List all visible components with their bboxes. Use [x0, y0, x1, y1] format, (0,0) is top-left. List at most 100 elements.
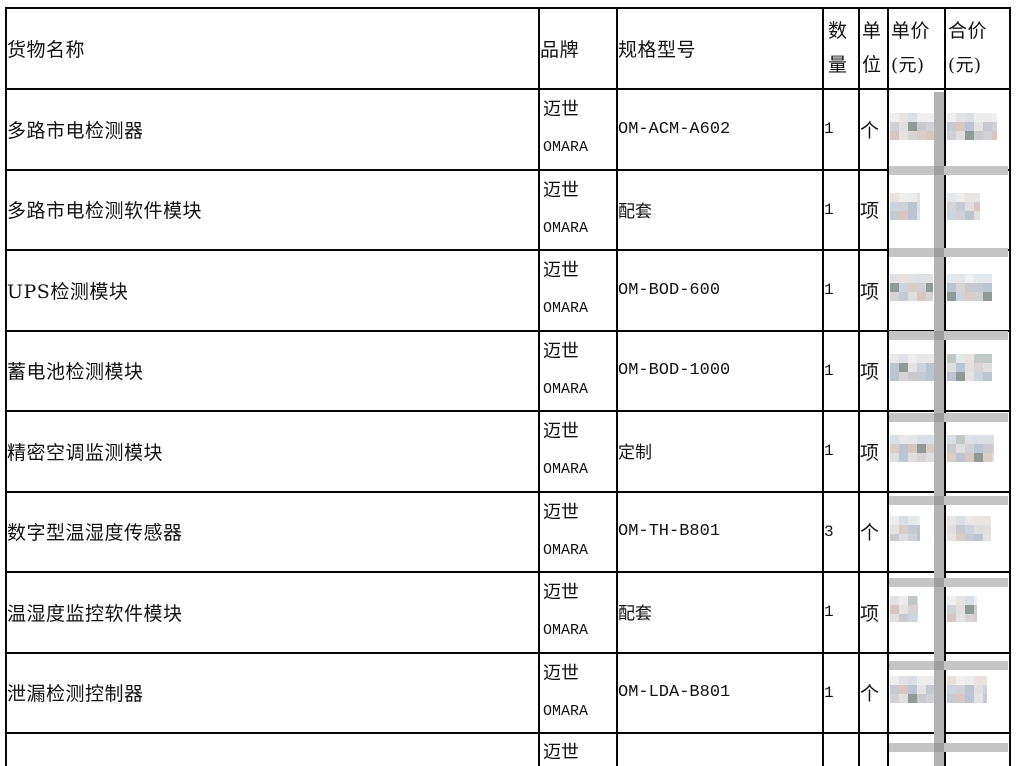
total-price-header-stack: 合价 (元) [946, 11, 1009, 87]
total-price-redacted-block [947, 434, 994, 462]
table-row: UPS检测模块 迈世 OMARA OM-BOD-600 1 项 [5, 249, 1011, 332]
brand-stack: 迈世 OMARA [540, 500, 616, 564]
col-header-unit-price: 单价 (元) [887, 7, 946, 90]
model-text: OM-BOD-600 [618, 280, 721, 300]
brand-en-text: OMARA [543, 702, 589, 720]
cell-model: OM-BOD-1000 [616, 329, 824, 412]
unit-price-redacted-block [890, 193, 920, 221]
total-price-redacted-block [947, 354, 992, 382]
brand-cn-text: 迈世 [543, 340, 579, 362]
censor-band-intersection [934, 413, 944, 422]
cell-goods-name [5, 732, 540, 766]
brand-en-text: OMARA [543, 300, 589, 318]
unit-text: 项 [860, 361, 880, 384]
table-row: 多路市电检测器 迈世 OMARA OM-ACM-A602 1 个 [5, 88, 1011, 171]
unit-price-header-line2: (元) [891, 54, 925, 76]
unit-text: 项 [860, 441, 880, 464]
cell-brand: 迈世 OMARA [538, 168, 618, 251]
brand-stack: 迈世 OMARA [540, 97, 616, 161]
cell-total-price [944, 329, 1011, 412]
table-row: 多路市电检测软件模块 迈世 OMARA 配套 1 项 [5, 168, 1011, 251]
unit-price-redacted-block [890, 434, 940, 462]
unit-price-redacted-block [890, 273, 933, 301]
goods-name-text: 数字型温湿度传感器 [7, 522, 183, 545]
cell-brand: 迈世 [538, 732, 618, 766]
qty-text: 1 [824, 683, 834, 702]
censor-strip-vertical [934, 92, 944, 766]
cell-qty: 1 [822, 410, 860, 493]
censor-band-intersection [934, 578, 944, 587]
cell-qty: 1 [822, 329, 860, 412]
unit-header-line1: 单 [862, 20, 882, 42]
cell-qty: 1 [822, 88, 860, 171]
cell-qty [822, 732, 860, 766]
brand-en-text: OMARA [543, 380, 589, 398]
brand-en-text: OMARA [543, 219, 589, 237]
cell-model: OM-LDA-B801 [616, 651, 824, 734]
cell-unit: 项 [858, 168, 889, 251]
cell-brand: 迈世 OMARA [538, 490, 618, 573]
col-header-goods-name: 货物名称 [5, 7, 540, 90]
cell-model: 配套 [616, 571, 824, 654]
total-price-redacted-block [947, 193, 980, 221]
censor-band-horizontal [889, 413, 1008, 422]
table-row: 温湿度监控软件模块 迈世 OMARA 配套 1 项 [5, 571, 1011, 654]
cell-total-price [944, 168, 1011, 251]
goods-name-text: UPS检测模块 [7, 280, 129, 303]
unit-text: 个 [860, 522, 880, 545]
cell-brand: 迈世 OMARA [538, 88, 618, 171]
model-text: OM-BOD-1000 [618, 361, 731, 381]
cell-unit: 项 [858, 410, 889, 493]
table-row: 泄漏检测控制器 迈世 OMARA OM-LDA-B801 1 个 [5, 651, 1011, 734]
cell-goods-name: 蓄电池检测模块 [5, 329, 540, 412]
total-price-redacted-block [947, 596, 977, 623]
unit-price-redacted-block [890, 112, 936, 140]
censor-band-horizontal [889, 660, 1008, 670]
cell-brand: 迈世 OMARA [538, 651, 618, 734]
goods-name-text: 泄漏检测控制器 [7, 683, 144, 706]
total-price-header-line2: (元) [948, 54, 982, 76]
goods-name-text: 蓄电池检测模块 [7, 361, 144, 384]
unit-text: 个 [860, 683, 880, 706]
cell-goods-name: 多路市电检测软件模块 [5, 168, 540, 251]
cell-unit: 项 [858, 329, 889, 412]
unit-text: 项 [860, 602, 880, 625]
col-header-goods-name-label: 货物名称 [7, 39, 86, 61]
model-text: OM-TH-B801 [618, 522, 721, 542]
cell-model: 定制 [616, 410, 824, 493]
cell-goods-name: 数字型温湿度传感器 [5, 490, 540, 573]
censor-band-horizontal [889, 248, 1008, 257]
goods-table: 货物名称 品牌 规格型号 数 量 单 位 单价 [5, 7, 1011, 766]
unit-price-redacted-block [890, 676, 942, 704]
censor-band-horizontal [889, 330, 1008, 340]
brand-en-text: OMARA [543, 139, 589, 157]
qty-header-stack: 数 量 [824, 11, 858, 87]
unit-price-redacted-block [890, 596, 918, 623]
cell-unit: 项 [858, 249, 889, 332]
unit-price-redacted-block [890, 354, 944, 382]
qty-header-line1: 数 [828, 20, 848, 42]
goods-name-text: 多路市电检测软件模块 [7, 200, 203, 223]
qty-text: 1 [824, 361, 834, 380]
brand-cn-text: 迈世 [543, 99, 579, 121]
cell-total-price [944, 88, 1011, 171]
brand-en-text: OMARA [543, 461, 589, 479]
censor-band-horizontal [889, 743, 1008, 752]
unit-text: 个 [860, 119, 880, 142]
header-row: 货物名称 品牌 规格型号 数 量 单 位 单价 [5, 7, 1011, 90]
col-header-qty: 数 量 [822, 7, 860, 90]
goods-name-text: 精密空调监测模块 [7, 441, 164, 464]
cell-qty: 1 [822, 168, 860, 251]
censor-band-intersection [934, 743, 944, 752]
brand-stack: 迈世 OMARA [540, 419, 616, 483]
cell-unit: 个 [858, 490, 889, 573]
brand-cn-text: 迈世 [543, 421, 579, 443]
cell-goods-name: 温湿度监控软件模块 [5, 571, 540, 654]
censor-band-intersection [934, 165, 944, 175]
cell-qty: 1 [822, 571, 860, 654]
unit-text: 项 [860, 200, 880, 223]
unit-price-header-stack: 单价 (元) [889, 11, 944, 87]
brand-stack: 迈世 OMARA [540, 258, 616, 322]
table-row: 蓄电池检测模块 迈世 OMARA OM-BOD-1000 1 项 [5, 329, 1011, 412]
total-price-redacted-block [947, 112, 997, 140]
